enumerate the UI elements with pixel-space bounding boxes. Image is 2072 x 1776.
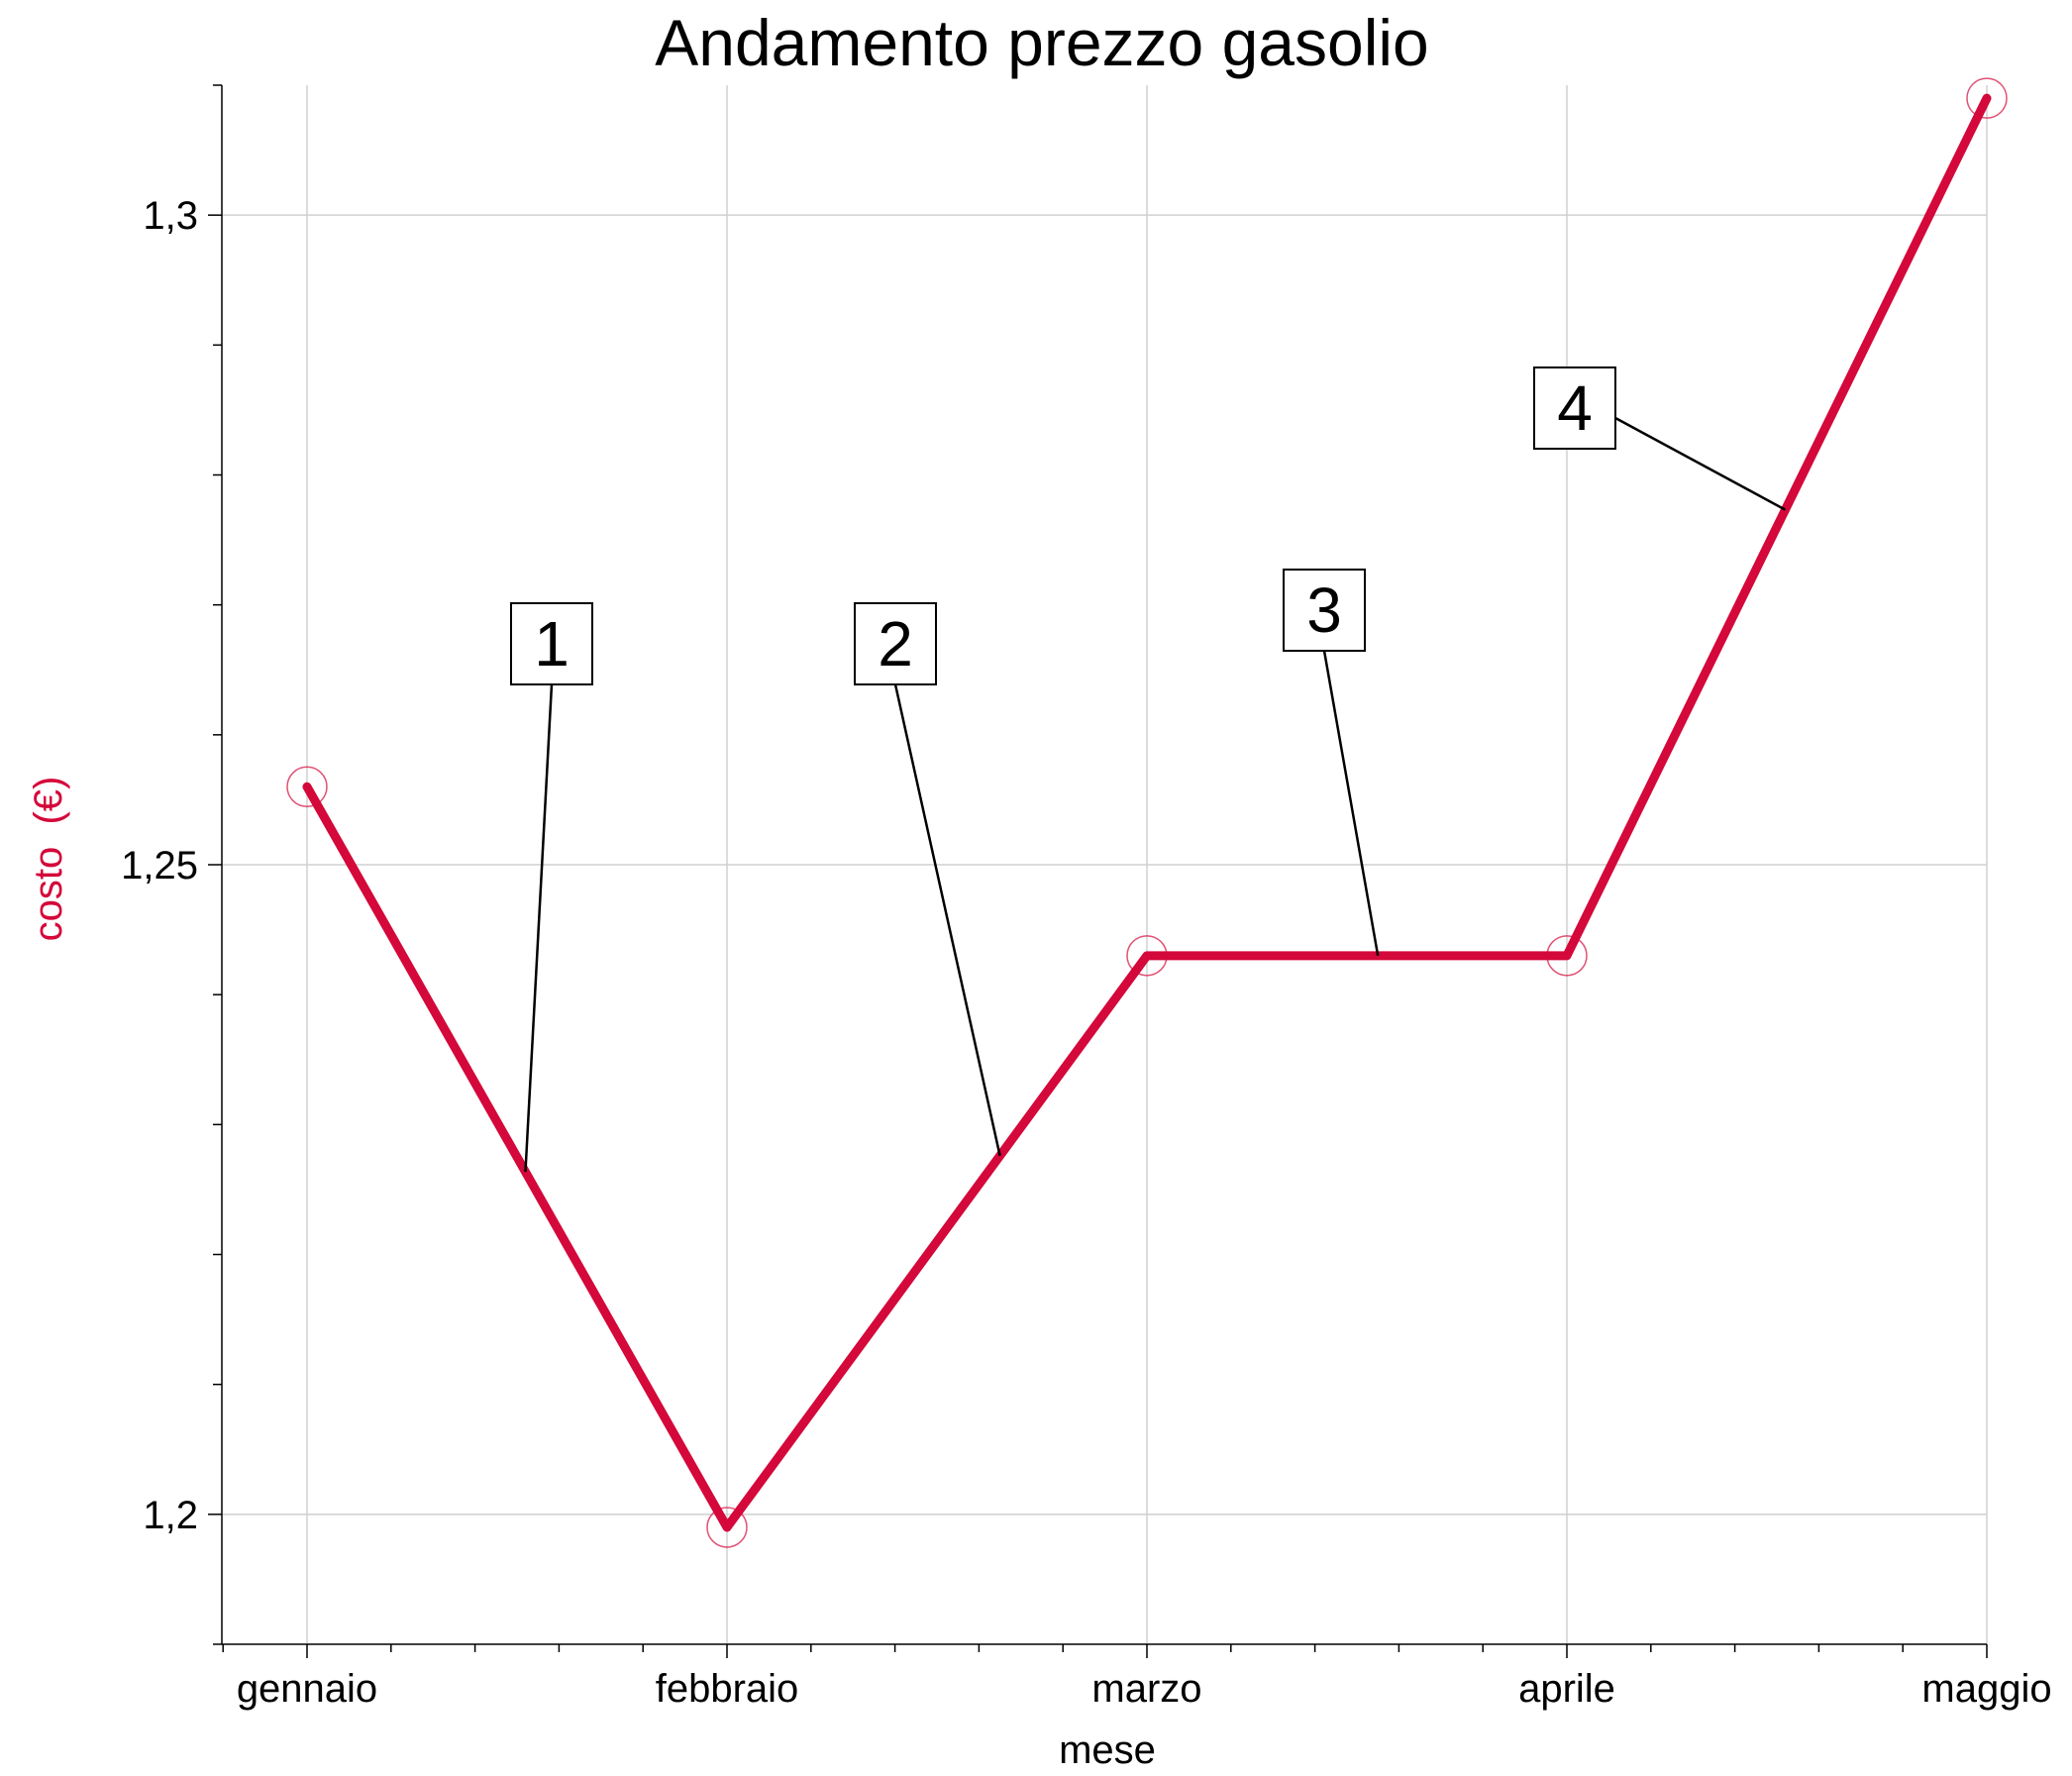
y-tick-label: 1,25 — [121, 844, 198, 888]
callout-label: 4 — [1557, 372, 1593, 444]
data-point — [1126, 935, 1168, 977]
axes: 1,2 1,25 1,3 gennaio febbraio marzo aprile magg… — [121, 84, 2052, 1711]
data-point — [706, 1507, 748, 1548]
callout-leader — [1322, 650, 1380, 957]
data-point — [286, 766, 328, 808]
callout-label: 2 — [878, 608, 913, 679]
grid — [222, 85, 1988, 1644]
x-axis-label: mese — [1059, 1728, 1156, 1772]
y-tick-label: 1,2 — [143, 1494, 198, 1537]
x-tick-label: maggio — [1921, 1667, 2051, 1711]
y-axis-label: costo (€) — [27, 777, 70, 942]
annotations: 1 2 3 4 — [510, 366, 1787, 1173]
callout-box — [854, 602, 937, 685]
callout-box — [1533, 366, 1616, 450]
callout-leader — [893, 683, 1001, 1157]
callout-leader — [524, 683, 554, 1173]
x-tick-label: febbraio — [656, 1667, 799, 1711]
y-tick-label: 1,3 — [143, 194, 198, 238]
series — [286, 77, 2008, 1548]
callout-box — [510, 602, 593, 685]
callout-leader — [1614, 416, 1787, 511]
data-point — [1966, 77, 2008, 119]
x-tick-label: marzo — [1091, 1667, 1201, 1711]
callout-label: 3 — [1306, 575, 1342, 646]
series-line — [302, 93, 1992, 1532]
callout-box — [1283, 569, 1366, 652]
data-point — [1546, 935, 1588, 977]
chart-title: Andamento prezzo gasolio — [655, 6, 1429, 79]
x-tick-label: gennaio — [237, 1667, 377, 1711]
x-tick-label: aprile — [1518, 1667, 1615, 1711]
callout-label: 1 — [534, 608, 570, 679]
